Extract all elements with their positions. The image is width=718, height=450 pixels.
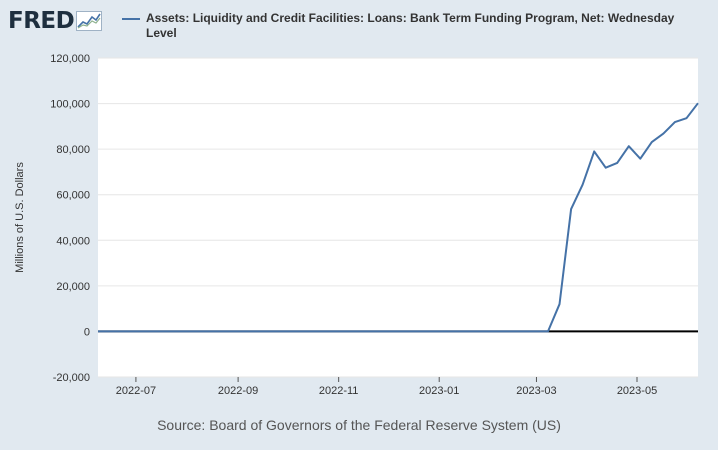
y-axis-label: Millions of U.S. Dollars	[14, 162, 26, 273]
plot-area	[98, 58, 698, 377]
x-tick-label: 2023-01	[419, 385, 459, 397]
y-tick-label: -20,000	[53, 372, 90, 384]
legend: Assets: Liquidity and Credit Facilities:…	[122, 11, 692, 41]
y-tick-label: 0	[84, 326, 90, 338]
y-tick-label: 20,000	[56, 281, 90, 293]
y-tick-label: 100,000	[50, 99, 90, 111]
x-tick-label: 2023-03	[516, 385, 556, 397]
y-tick-label: 40,000	[56, 235, 90, 247]
fred-chart-icon	[76, 11, 103, 31]
y-tick-label: 120,000	[50, 53, 90, 65]
logo-text: FRED	[8, 8, 75, 34]
x-tick-label: 2022-07	[116, 385, 156, 397]
x-tick-label: 2022-11	[319, 385, 359, 397]
chart: -20,000 0 20,000 40,000 60,000 80,000 100,000 1…	[14, 53, 699, 397]
y-tick-label: 60,000	[56, 190, 90, 202]
fred-logo[interactable]: FRED	[8, 8, 103, 34]
source-note: Source: Board of Governors of the Federa…	[157, 417, 561, 433]
y-axis-ticks: -20,000 0 20,000 40,000 60,000 80,000 100,000 1…	[50, 53, 90, 384]
legend-swatch	[122, 18, 140, 20]
y-tick-label: 80,000	[56, 144, 90, 156]
series-line	[98, 102, 699, 333]
x-axis-ticks: 2022-07 2022-09 2022-11 2023-01 2023-03 2023-…	[116, 377, 657, 397]
legend-label[interactable]: Assets: Liquidity and Credit Facilities:…	[146, 11, 675, 40]
x-tick-label: 2022-09	[218, 385, 258, 397]
x-tick-label: 2023-05	[617, 385, 657, 397]
